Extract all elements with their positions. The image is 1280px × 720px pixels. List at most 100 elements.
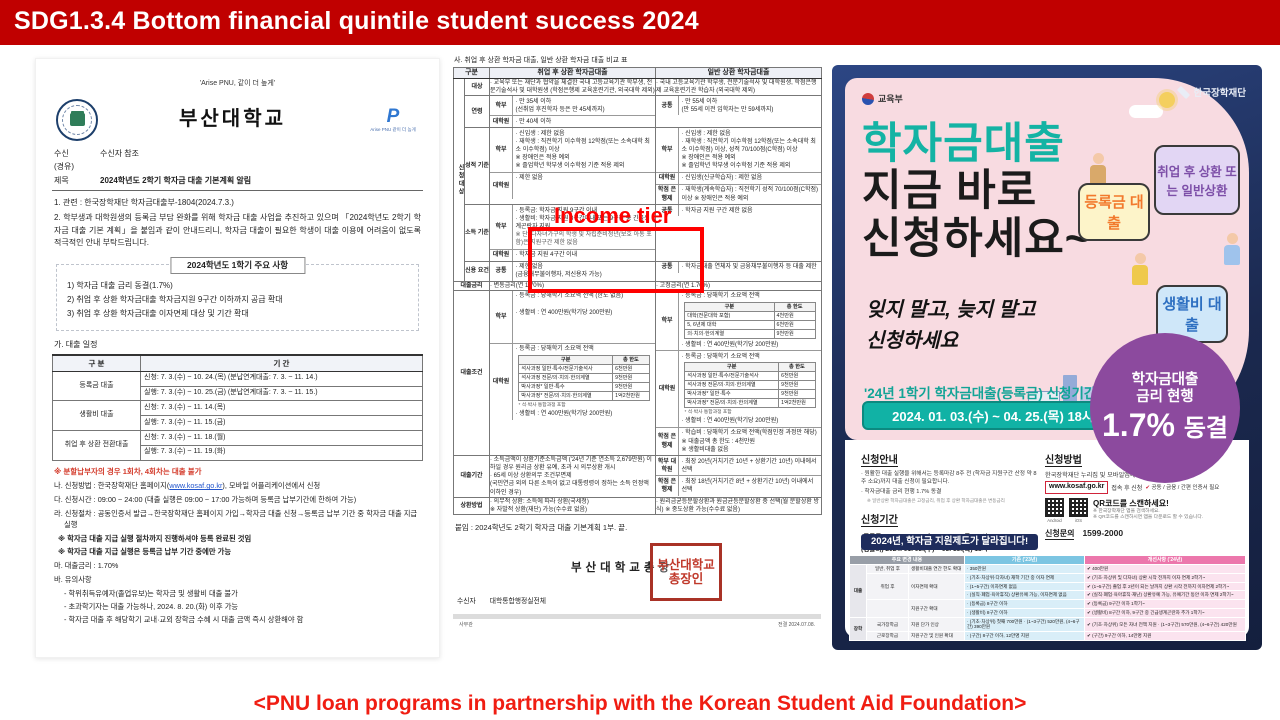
cell-text: 5, 6년제 대학 bbox=[684, 320, 775, 331]
kosaf-link[interactable]: www.kosaf.go.kr bbox=[169, 481, 223, 491]
cell-text: 1억2천만원 bbox=[612, 391, 650, 402]
row-label: 소득 기준 bbox=[463, 204, 491, 262]
cell-text: · 학습비 : 당해학기 소요액 전액(학점인정 과정만 해당) ※ 대출금액 … bbox=[681, 430, 817, 453]
cell-text: ), 모바일 어플리케이션에서 신청 bbox=[222, 481, 321, 491]
subject-row: 제목 2024학년도 2학기 학자금 대출 기본계획 알림 bbox=[54, 175, 421, 187]
stamp-text: 총장인 bbox=[668, 571, 704, 586]
person-illustration bbox=[1090, 153, 1106, 185]
sub-label: 대학원 bbox=[491, 116, 514, 127]
guide-footnote: ※ 일반상환 학자금대출은 고정금리, 취업 후 상환 학자금대출은 변동금리 bbox=[867, 497, 1005, 503]
university-seal-icon bbox=[56, 98, 98, 141]
headline-line: 지금 바로 bbox=[862, 167, 1038, 216]
sub-label: 대학원 bbox=[491, 249, 514, 261]
cell-text: 실행: 7. 3.(수) ~ 10. 25.(금) (분납연계대출: 7. 3.… bbox=[140, 385, 423, 402]
cell-text: · 신입생 : 제한 없음 · 재학생 : 직전학기 이수학점 12학점(또는 … bbox=[515, 130, 650, 170]
qr-code-android-icon bbox=[1045, 497, 1064, 517]
sub-label: 학점 은행제 bbox=[657, 476, 680, 496]
cell-text: 일반, 취업 후 bbox=[866, 564, 909, 574]
qr-label: Android bbox=[1047, 517, 1062, 523]
table-header-row: 구분 취업 후 상환 학자금대출 일반 상환 학자금대출 bbox=[452, 67, 823, 79]
cell-text: 지원구간 및 인원 확대 bbox=[908, 631, 965, 641]
kosaf-logo: 한국장학재단 bbox=[1176, 85, 1246, 99]
person-head bbox=[1134, 253, 1146, 264]
cell-text: · (실직·폐업·육아휴직) 상환유예 가능, 이자면제 없음 bbox=[964, 590, 1085, 601]
cell-text: 9천만원 bbox=[612, 382, 650, 393]
application-method-section: 신청방법 한국장학재단 누리집 및 모바일앱에서 신청 www.kosaf.go… bbox=[1045, 450, 1241, 540]
table-row: 등록금 대출 신청: 7. 3.(수) ~ 10. 24.(목) (분납연계대출… bbox=[52, 370, 423, 402]
cell-text: 실행: 7. 3.(수) ~ 11. 19.(화) bbox=[140, 444, 423, 461]
loan-schedule-table: 구 분 기 간 등록금 대출 신청: 7. 3.(수) ~ 10. 24.(목)… bbox=[52, 354, 423, 461]
policy-change-banner: 2024년, 학자금 지원제도가 달라집니다! bbox=[861, 534, 1039, 550]
person-illustration bbox=[1224, 233, 1240, 265]
row-label: 생활비 대출 bbox=[52, 400, 141, 432]
cell-text: 박사과정* 전문/의·치의·한의계열 bbox=[518, 391, 614, 402]
row-label: 대출기간 bbox=[452, 455, 491, 498]
row-label: 등록금 대출 bbox=[52, 370, 141, 402]
income-tier-highlight-box bbox=[528, 227, 704, 293]
rate-number: 1.7% bbox=[1102, 407, 1175, 444]
headline-line: 신청하세요~ bbox=[862, 214, 1091, 263]
sub-label: 학점 은행제 bbox=[657, 427, 680, 455]
table-cell: · 의무적 상환: 소득에 따라 상환(국세청) ※ 자발적 상환(재단) 가능… bbox=[489, 496, 657, 515]
table-cell: 학부 · 등록금 : 당해학기 소요액 전액 구분 총 한도 대학(전문대학 포함… bbox=[655, 289, 823, 457]
qr-note: ※ QR코드를 스캔하시면 앱을 다운로드 할 수 있습니다. bbox=[1093, 515, 1204, 521]
sub-label: 학부 bbox=[491, 205, 514, 249]
table-cell: · 국내 고등교육기관 학부생, 전문기술석사 및 대학원생, 학점은행제 교육… bbox=[655, 77, 823, 97]
rate-freeze-label: 동결 bbox=[1183, 415, 1228, 443]
cell-text: ✔ (실직·폐업·육아휴직·재난) 상환유예 가능, 유예기간 동안 이자 면제… bbox=[1084, 590, 1246, 601]
cell-text: ✔ (1~5구간) 졸업 후 2년이 되는 날까지 상환 시작 전까지 이자면제… bbox=[1084, 581, 1246, 592]
moe-taegeuk-icon bbox=[862, 92, 874, 105]
cell-text: 취업 후 bbox=[866, 572, 909, 601]
president-seal-stamp: 부산대학교 총장인 bbox=[650, 542, 722, 601]
column-header: 총 한도 bbox=[612, 355, 650, 366]
interest-rate-badge: 학자금대출 금리 현행 1.7% 동결 bbox=[1090, 333, 1240, 483]
url-suffix: 접속 후 신청 bbox=[1111, 485, 1143, 492]
key-points-box: 2024학년도 1학기 주요 사항 1) 학자금 대출 금리 동결(1.7%) … bbox=[56, 256, 419, 331]
cell-text: · 생활비 : 연 400만원(학기당 200만원) bbox=[681, 341, 779, 348]
table-row: 장학 국가장학금 지원 단가 인상 · (기초·차상위) 첫째 700만원 · … bbox=[849, 616, 1246, 641]
approver-title: 사무관 bbox=[459, 622, 473, 629]
table-cell-income-icr: 학부 · 등록금: 학자금 지원 9구간 이내 · 생활비: 학자금 지원 8구… bbox=[489, 204, 657, 262]
income-tier-annotation: Income tier bbox=[554, 203, 672, 228]
kosaf-url[interactable]: www.kosaf.go.kr bbox=[1045, 481, 1109, 494]
application-method-line: 나. 신청방법 : 한국장학재단 홈페이지(www.kosaf.go.kr), … bbox=[54, 480, 421, 491]
page-title: SDG1.3.4 Bottom financial quintile stude… bbox=[14, 7, 699, 35]
univ-motto: 'Arise PNU, 같이 더 높게' bbox=[199, 80, 276, 87]
recipient-line: 수신자 대학통합행정실전체 bbox=[457, 597, 821, 606]
column-header: 일반 상환 학자금대출 bbox=[655, 67, 823, 79]
cell-text: 9천만원 bbox=[612, 373, 650, 384]
slide-caption: <PNU loan programs in partnership with t… bbox=[253, 692, 1027, 715]
cell-text: 지원구간 확대 bbox=[908, 599, 965, 618]
cell-text: 박사과정* 일반·특수 bbox=[684, 389, 780, 400]
column-header: 구분 bbox=[684, 302, 775, 313]
table-cell: 공통 · 만 55세 이하 (만 55세 이전 입학자는 만 59세까지) bbox=[655, 95, 823, 129]
university-name: 부산대학교 bbox=[179, 108, 286, 131]
arise-pnu-logo-caption: Arise PNU 같이 더 높게 bbox=[370, 126, 416, 132]
cell-text: 석사과정 일반·특수/전문기술석사 bbox=[518, 364, 614, 375]
via-label: (경유) bbox=[54, 162, 75, 172]
row-label: 대출금리 bbox=[452, 280, 491, 291]
cell-text: · 학자금대출 연체자 및 금융채무불이행자 등 대출 제한 bbox=[681, 264, 817, 271]
sub-label: 대학원 bbox=[491, 343, 514, 420]
person-body bbox=[1090, 165, 1106, 185]
cell-text: · 학자금 지원 구간 제한 없음 bbox=[681, 207, 753, 214]
caution-item: - 초과학기자는 대출 가능하나, 2024. 8. 20.(화) 이후 가능 bbox=[64, 602, 239, 612]
guide-item: · 학자금대출 금리 현행 1.7% 동결 bbox=[861, 489, 942, 496]
cell-text: 국가장학금 bbox=[866, 616, 909, 633]
column-header: 총 한도 bbox=[773, 302, 816, 313]
table-row-conditions: 대출조건 학부 · 등록금 : 당해학기 소요액 전액 (한도 없음) · 생활비… bbox=[452, 289, 823, 457]
table-cell: 학부 · 신입생 : 제한 없음 · 재학생 : 직전학기 이수학점 12학점(또… bbox=[489, 127, 657, 206]
sub-label: 대학원 bbox=[491, 172, 514, 199]
key-point: 3) 취업 후 상환 학자금대출 이자면제 대상 및 기간 확대 bbox=[67, 309, 249, 319]
approval-row: 사무관 전결 2024.07.08. bbox=[459, 622, 815, 629]
slide-header-bar: SDG1.3.4 Bottom financial quintile stude… bbox=[0, 0, 1280, 45]
recipient-label: 수신자 bbox=[457, 597, 476, 605]
table-row-age: 연령 학부 · 만 35세 이하 (선취업 후진학자 등은 만 45세까지) 대학… bbox=[454, 95, 823, 129]
slogan-line: 잊지 말고, 늦지 말고 bbox=[866, 299, 1036, 321]
person-body bbox=[1224, 245, 1240, 265]
sub-label: 대학원 bbox=[657, 172, 680, 184]
guide-item: · 원활한 대출 실행을 위해서는 등록마감 8주 전 (학자금 지원구간 산정… bbox=[861, 471, 1037, 486]
cloud-icon bbox=[1129, 105, 1163, 118]
president-signature: 부산대학교총장 bbox=[570, 561, 674, 574]
cell-text: 석사과정 전문/의·치의·한의계열 bbox=[518, 373, 614, 384]
